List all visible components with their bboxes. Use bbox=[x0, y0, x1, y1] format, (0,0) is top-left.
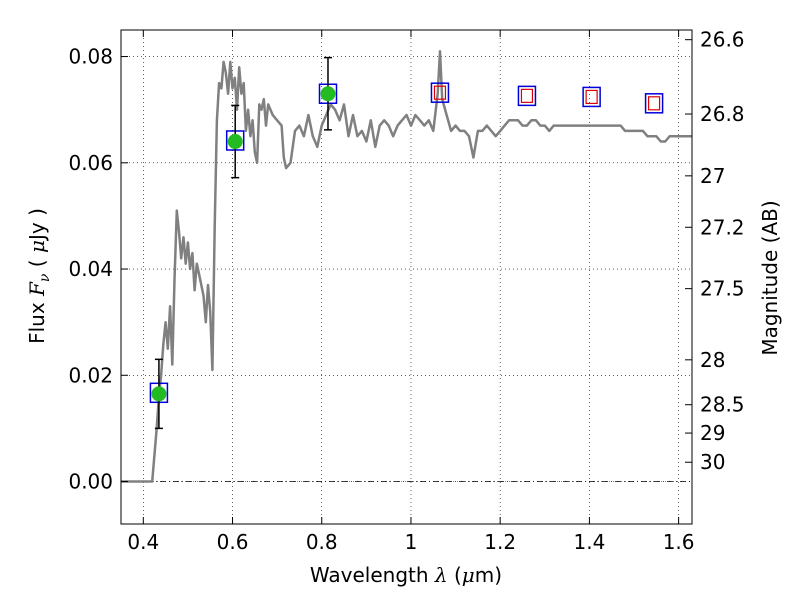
y-tick-label: 0.06 bbox=[68, 151, 113, 175]
plot-frame bbox=[120, 29, 693, 525]
model-inner-marker bbox=[433, 85, 447, 100]
mag-tick-label: 30 bbox=[700, 450, 725, 474]
model-box-marker bbox=[517, 85, 537, 107]
model-inner-marker bbox=[585, 89, 598, 105]
mag-tick-label: 27 bbox=[700, 164, 725, 188]
mag-tick-label: 27.2 bbox=[700, 215, 745, 239]
x-tick-label: 0.4 bbox=[127, 530, 159, 554]
y-tick-label: 0.00 bbox=[68, 470, 113, 494]
y-tick-label: 0.04 bbox=[68, 257, 113, 281]
y-tick-label: 0.02 bbox=[68, 363, 113, 387]
plot-content bbox=[121, 49, 692, 483]
model-box-marker bbox=[582, 86, 601, 108]
x-axis-label: Wavelength λ (μm) bbox=[310, 563, 502, 587]
mag-tick-label: 26.6 bbox=[700, 28, 745, 52]
observed-point bbox=[151, 386, 167, 402]
model-box-marker bbox=[430, 82, 450, 103]
observed-point bbox=[227, 134, 243, 150]
x-tick-label: 1.4 bbox=[573, 530, 605, 554]
y-axis-label: Flux Fν ( μJy ) bbox=[25, 208, 53, 344]
x-tick-label: 0.8 bbox=[306, 530, 338, 554]
model-inner-marker bbox=[520, 88, 534, 103]
mag-tick-label: 26.8 bbox=[700, 102, 745, 126]
observed-point bbox=[320, 86, 336, 102]
y2-axis-label: Magnitude (AB) bbox=[758, 200, 782, 355]
x-tick-label: 1.2 bbox=[484, 530, 516, 554]
x-tick-label: 1 bbox=[405, 530, 418, 554]
spectrum-line bbox=[121, 49, 692, 483]
model-box-marker bbox=[644, 93, 664, 114]
x-tick-label: 1.6 bbox=[663, 530, 695, 554]
mag-tick-label: 28 bbox=[700, 348, 725, 372]
mag-tick-label: 28.5 bbox=[700, 393, 745, 417]
axis-ticks: 0.4 0.6 0.8 1 1.2 1.4 1.6 0.00 0.02 0.04 0.06 0.08 2… bbox=[68, 28, 744, 554]
mag-tick-label: 27.5 bbox=[700, 277, 745, 301]
x-tick-label: 0.6 bbox=[217, 530, 249, 554]
model-inner-marker bbox=[647, 96, 661, 111]
mag-tick-label: 29 bbox=[700, 421, 725, 445]
y-tick-label: 0.08 bbox=[68, 45, 113, 69]
